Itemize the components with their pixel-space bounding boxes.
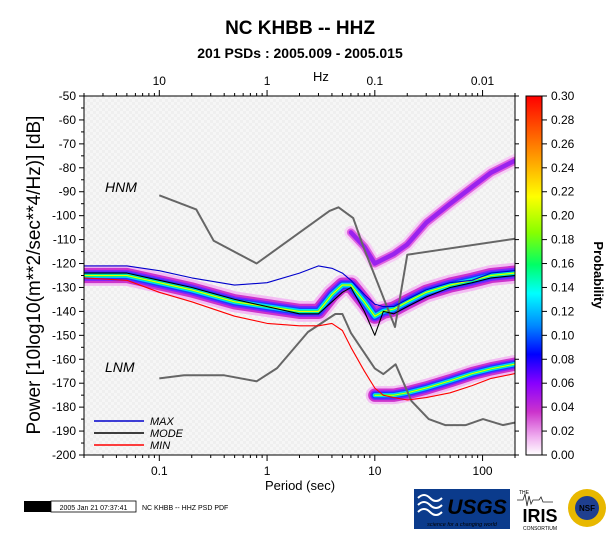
colorbar-tick-label: 0.04 (551, 400, 575, 414)
x-tick-label: 10 (368, 464, 382, 478)
usgs-tagline: science for a changing world (427, 522, 498, 528)
x-axis-label: Period (sec) (265, 478, 335, 493)
chart-subtitle: 201 PSDs : 2005.009 - 2005.015 (197, 45, 403, 61)
colorbar-tick-label: 0.08 (551, 352, 575, 366)
top-tick-label: 0.1 (366, 74, 383, 88)
y-tick-label: -200 (52, 448, 76, 462)
x-tick-label: 0.1 (151, 464, 168, 478)
y-tick-label: -120 (52, 257, 76, 271)
colorbar-tick-label: 0.12 (551, 304, 575, 318)
y-tick-label: -70 (59, 137, 77, 151)
gmt-badge (24, 501, 51, 512)
nsf-seal-inner (575, 496, 599, 520)
y-tick-label: -130 (52, 280, 76, 294)
iris-consortium: CONSORTIUM (523, 526, 557, 532)
series-min-line (84, 277, 515, 401)
colorbar-axis: 0.00 0.02 0.04 0.06 0.08 0.10 0.12 0.14 0.16 0.18… (542, 89, 575, 462)
footer-caption: NC KHBB -- HHZ PSD PDF (142, 505, 228, 512)
y-tick-label: -50 (59, 89, 77, 103)
usgs-wordmark: USGS (447, 496, 507, 519)
timestamp-box (50, 500, 137, 513)
density-band-2-layer-2 (348, 158, 515, 266)
y-tick-label: -170 (52, 376, 76, 390)
legend-min-label: MIN (150, 440, 170, 452)
series-lnm-line (159, 313, 515, 427)
iris-wordmark: IRIS (522, 506, 557, 526)
density-field (84, 154, 515, 405)
nsf-wordmark: NSF (579, 504, 595, 513)
top-frequency-axis: 10 1 0.1 0.01 (83, 74, 516, 96)
iris-the: THE (519, 490, 530, 496)
colorbar-label: Probability (591, 241, 606, 309)
colorbar (525, 95, 543, 456)
colorbar-tick-label: 0.24 (551, 161, 575, 175)
top-tick-label: 10 (153, 74, 167, 88)
colorbar-tick-label: 0.14 (551, 280, 575, 294)
top-axis-label: Hz (313, 69, 329, 84)
legend-max-label: MAX (150, 416, 175, 428)
y-tick-label: -90 (59, 185, 77, 199)
colorbar-tick-label: 0.30 (551, 89, 575, 103)
colorbar-tick-label: 0.18 (551, 233, 575, 247)
top-tick-label: 1 (264, 74, 271, 88)
y-tick-label: -180 (52, 400, 76, 414)
y-axis: -50 -60 -70 -80 -90 -100 -110 -120 -130 -140 -150 -… (52, 89, 519, 462)
density-band-0-layer-6 (84, 272, 515, 317)
colorbar-tick-label: 0.20 (551, 209, 575, 223)
y-tick-label: -190 (52, 424, 76, 438)
y-tick-label: -150 (52, 328, 76, 342)
seismogram-icon (517, 493, 553, 507)
lnm-annotation: LNM (105, 359, 135, 375)
colorbar-tick-label: 0.16 (551, 257, 575, 271)
colorbar-tick-label: 0.00 (551, 448, 575, 462)
x-tick-label: 1 (264, 464, 271, 478)
colorbar-tick-label: 0.02 (551, 424, 575, 438)
y-tick-label: -60 (59, 113, 77, 127)
timestamp: 2005 Jan 21 07:37:41 (60, 505, 128, 512)
colorbar-tick-label: 0.28 (551, 113, 575, 127)
chart-title: NC KHBB -- HHZ (225, 18, 375, 39)
x-tick-label: 100 (473, 464, 493, 478)
nsf-logo: NSF (568, 489, 606, 527)
colorbar-tick-label: 0.22 (551, 185, 575, 199)
y-tick-label: -140 (52, 304, 76, 318)
colorbar-tick-label: 0.26 (551, 137, 575, 151)
iris-logo: THE IRIS CONSORTIUM (517, 490, 558, 532)
usgs-logo-box (414, 489, 510, 529)
series-max-line (84, 265, 515, 308)
y-tick-label: -110 (53, 233, 76, 247)
colorbar-tick-label: 0.06 (551, 376, 575, 390)
usgs-logo: USGS science for a changing world (414, 489, 510, 529)
usgs-wave-icon (417, 494, 443, 516)
legend-mode-label: MODE (150, 428, 184, 440)
gmt-badge-label: GMT (29, 503, 47, 512)
curves (84, 194, 515, 427)
hnm-annotation: HNM (105, 179, 137, 195)
series-mode-line (84, 272, 515, 336)
legend: MAX MODE MIN (94, 416, 184, 452)
density-band-1-layer-6 (374, 363, 515, 396)
series-hnm-line (158, 194, 515, 328)
y-tick-label: -160 (52, 352, 76, 366)
footer: GMT 2005 Jan 21 07:37:41 NC KHBB -- HHZ … (24, 500, 228, 513)
colorbar-tick-label: 0.10 (551, 328, 575, 342)
y-tick-label: -100 (52, 209, 76, 223)
y-tick-label: -80 (59, 161, 77, 175)
x-axis: 0.1 1 10 100 (83, 455, 516, 478)
y-axis-label: Power [10log10(m**2/sec**4/Hz)] [dB] (24, 116, 45, 435)
top-tick-label: 0.01 (471, 74, 495, 88)
